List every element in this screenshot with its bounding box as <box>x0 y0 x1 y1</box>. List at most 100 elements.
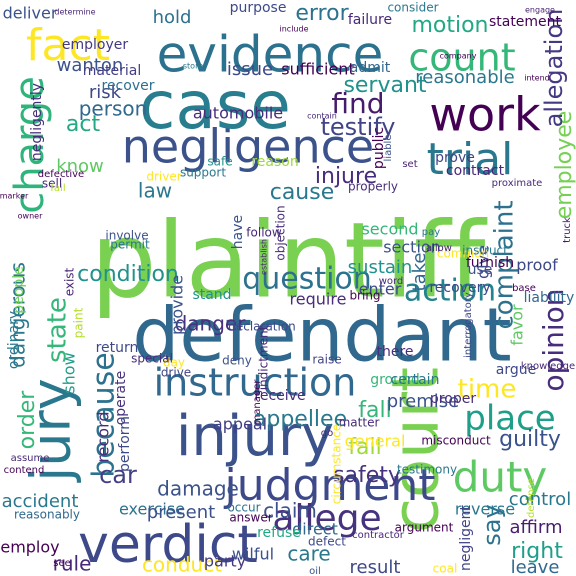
cloud-word-follow: follow <box>246 226 282 240</box>
cloud-word-duty: duty <box>453 453 548 502</box>
cloud-word-premise: premise <box>387 391 460 412</box>
cloud-word-automobile: automobile <box>193 104 283 123</box>
cloud-word-misconduct: misconduct <box>421 434 491 448</box>
cloud-word-stand: stand <box>192 287 231 303</box>
cloud-word-damage: damage <box>157 477 239 501</box>
cloud-word-appeal: appeal <box>213 415 267 434</box>
cloud-word-defective: defective <box>38 169 84 180</box>
cloud-word-consider: consider <box>387 1 438 15</box>
cloud-word-danger: danger <box>175 312 247 336</box>
cloud-word-court: court <box>380 367 454 533</box>
cloud-word-have: have <box>230 215 246 249</box>
cloud-word-case: case <box>139 67 291 144</box>
cloud-word-hold: hold <box>153 7 192 28</box>
cloud-word-drive: drive <box>161 366 191 380</box>
cloud-word-prove: prove <box>435 150 475 166</box>
cloud-word-appellee: appellee <box>253 407 347 432</box>
cloud-word-operate: operate <box>113 371 129 426</box>
cloud-word-defense: defense <box>526 478 537 518</box>
cloud-word-people: people <box>11 266 27 313</box>
cloud-word-law: law <box>138 179 172 203</box>
cloud-word-defendant: defendant <box>132 293 511 379</box>
cloud-word-sustain: sustain <box>348 257 413 278</box>
cloud-word-recovery: recovery <box>429 280 490 296</box>
cloud-word-fall: fall <box>358 398 391 423</box>
cloud-word-allege: allege <box>272 498 381 539</box>
cloud-word-determine: determine <box>54 8 95 17</box>
cloud-word-exercise: exercise <box>119 500 185 519</box>
cloud-word-time: time <box>458 375 517 405</box>
cloud-word-negligent: negligent <box>458 504 474 571</box>
cloud-word-indictment: indictment <box>257 325 271 390</box>
cloud-word-proper: proper <box>430 391 476 407</box>
cloud-word-manager: manager <box>252 379 263 425</box>
cloud-word-claim: claim <box>263 499 317 523</box>
cloud-word-count: count <box>408 36 515 80</box>
cloud-word-risk: risk <box>89 82 122 103</box>
cloud-word-instruction: instruction <box>154 361 357 405</box>
cloud-word-coal: coal <box>433 562 458 576</box>
cloud-word-ordinary: ordinary <box>6 311 22 369</box>
cloud-word-liable: liable <box>383 135 394 162</box>
cloud-word-error: error <box>295 1 349 26</box>
cloud-word-knowledge: knowledge <box>521 361 575 372</box>
cloud-word-common: common <box>437 247 489 261</box>
cloud-word-dangerous: dangerous <box>6 262 30 368</box>
cloud-word-interrogatory: interrogatory <box>463 292 474 358</box>
cloud-word-trial: trial <box>427 134 514 185</box>
cloud-word-state: state <box>43 297 73 363</box>
cloud-word-oil: oil <box>309 566 321 576</box>
cloud-word-section: section <box>383 238 441 257</box>
cloud-word-employer: employer <box>62 37 128 53</box>
cloud-word-include: include <box>280 25 309 34</box>
cloud-word-permit: permit <box>110 238 150 252</box>
cloud-word-return: return <box>96 340 139 356</box>
cloud-word-issue: issue <box>227 59 273 80</box>
cloud-word-store: store <box>183 62 203 71</box>
cloud-word-contract: contract <box>446 163 505 179</box>
cloud-word-rule: rule <box>53 552 92 576</box>
cloud-word-work: work <box>429 88 541 142</box>
cloud-word-paint: paint <box>72 307 86 338</box>
cloud-word-party: party <box>204 552 246 571</box>
cloud-word-engage: engage <box>525 6 555 15</box>
cloud-word-show: show <box>60 352 79 393</box>
cloud-word-say: say <box>478 504 506 545</box>
cloud-word-injury: injury <box>176 404 334 469</box>
cloud-word-support: support <box>180 166 226 180</box>
cloud-word-deny: deny <box>222 354 252 368</box>
cloud-word-answer: answer <box>229 511 272 525</box>
cloud-word-word: word <box>379 276 404 287</box>
cloud-word-right: right <box>511 539 563 564</box>
cloud-word-injure: injure <box>315 164 377 189</box>
cloud-word-accident: accident <box>2 491 79 512</box>
cloud-word-objection: objection <box>274 205 288 260</box>
cloud-word-purpose: purpose <box>230 0 287 16</box>
cloud-word-employ: employ <box>0 538 59 557</box>
cloud-word-employee: employee <box>552 111 576 220</box>
cloud-word-receive: receive <box>254 388 305 404</box>
cloud-word-sell: sell <box>42 177 62 191</box>
cloud-word-company: company <box>440 52 477 61</box>
cloud-word-owner: owner <box>18 212 43 221</box>
cloud-word-action: action <box>404 274 496 309</box>
cloud-word-liability: liability <box>524 290 575 306</box>
cloud-word-argument: argument <box>395 521 454 535</box>
cloud-word-provide: provide <box>168 275 187 335</box>
cloud-word-reasonably: reasonably <box>14 508 80 522</box>
cloud-word-truck: truck <box>562 217 573 243</box>
cloud-word-intend: intend <box>524 74 550 83</box>
cloud-word-wilful: wilful <box>232 545 274 564</box>
cloud-word-fact: fact <box>26 20 110 71</box>
cloud-word-day: day <box>163 356 185 370</box>
cloud-word-use: use <box>468 262 493 278</box>
cloud-word-marker: marker <box>0 192 29 201</box>
cloud-word-argue: argue <box>496 362 536 378</box>
cloud-word-there: there <box>376 344 413 360</box>
cloud-word-testimony: testimony <box>397 463 457 477</box>
cloud-word-sufficient: sufficient <box>281 60 354 79</box>
cloud-word-allegation: allegation <box>540 9 568 128</box>
